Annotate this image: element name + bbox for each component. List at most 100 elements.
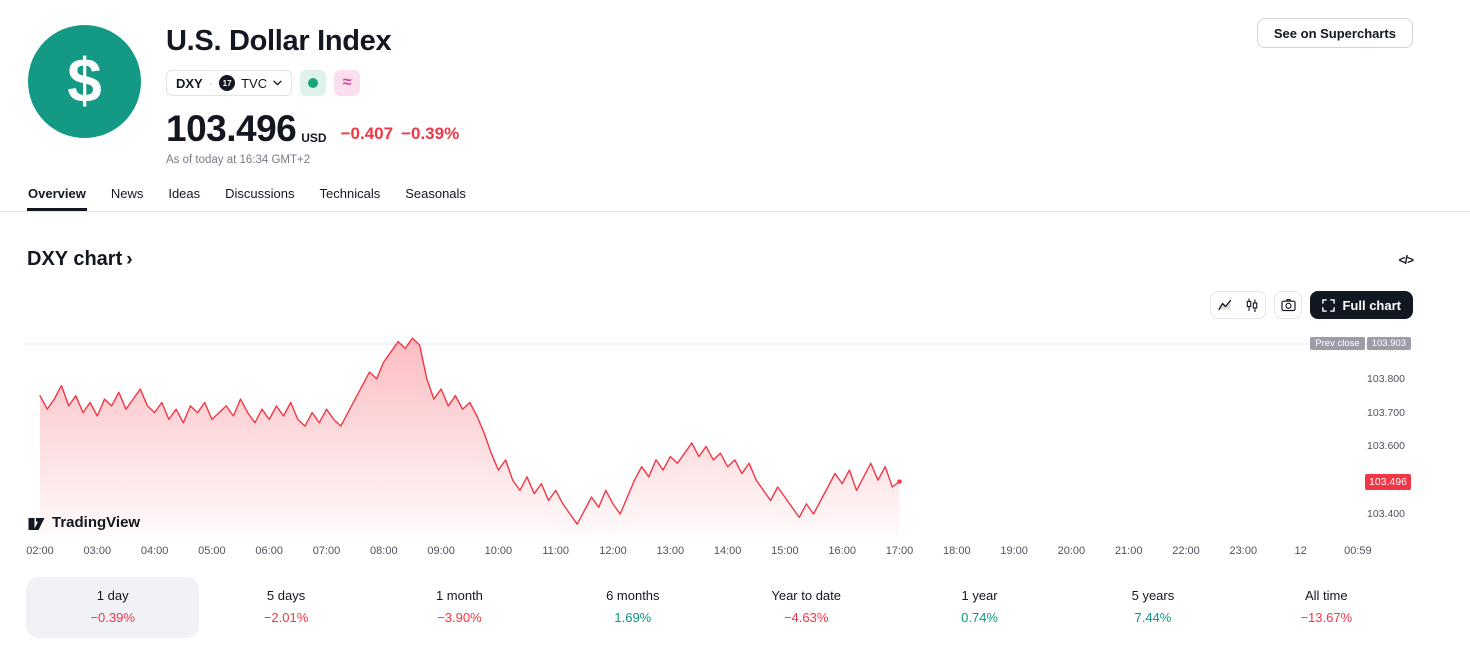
x-axis-label: 16:00 — [828, 545, 856, 557]
chart-heading: DXY chart — [27, 248, 123, 270]
symbol-switcher-chip[interactable]: DXY · 17 TVC — [166, 70, 293, 96]
y-axis-label: 103.800 — [1367, 372, 1405, 385]
range-button-year-to-date[interactable]: Year to date −4.63% — [720, 577, 893, 638]
chart-line — [39, 337, 901, 525]
full-chart-label: Full chart — [1342, 297, 1401, 313]
y-axis-label: 103.400 — [1367, 508, 1405, 520]
price-change: −0.407 −0.39% — [341, 124, 460, 147]
x-axis-label: 10:00 — [484, 545, 513, 557]
range-label: Year to date — [771, 588, 841, 603]
x-axis-label: 07:00 — [312, 545, 341, 557]
x-axis-label: 22:00 — [1172, 545, 1200, 557]
snapshot-button[interactable] — [1274, 291, 1303, 319]
header-main: U.S. Dollar Index DXY · 17 TVC ≈ 103.496… — [166, 25, 1257, 166]
symbol-header: $ U.S. Dollar Index DXY · 17 TVC ≈ 103.4… — [0, 0, 1470, 166]
range-button-1-month[interactable]: 1 month −3.90% — [373, 577, 546, 638]
range-label: All time — [1305, 588, 1348, 603]
page-title: U.S. Dollar Index — [166, 25, 392, 57]
camera-icon — [1281, 299, 1296, 312]
tab-discussions[interactable]: Discussions — [225, 186, 295, 201]
range-label: 5 days — [266, 588, 306, 603]
range-button-5-days[interactable]: 5 days −2.01% — [199, 577, 372, 638]
range-button-6-months[interactable]: 6 months 1.69% — [546, 577, 719, 638]
tradingview-watermark: TradingView — [27, 513, 140, 532]
currency-label: USD — [301, 131, 327, 145]
exchange-code: TVC — [241, 75, 268, 91]
tradingview-logo-icon — [28, 518, 45, 530]
as-of-timestamp: As of today at 16:34 GMT+2 — [166, 154, 311, 166]
area-chart-type-button[interactable] — [1211, 292, 1239, 318]
price-chart[interactable]: 103.800 103.700 103.600 103.400 Prev close … — [0, 333, 1470, 561]
change-percent: −0.39% — [401, 124, 460, 143]
price-row: 103.496 USD −0.407 −0.39% — [166, 110, 1257, 147]
chart-type-segmented-control — [1210, 291, 1267, 319]
chevron-down-icon — [273, 80, 282, 86]
watermark-text: TradingView — [52, 514, 141, 531]
last-price: 103.496 — [166, 108, 297, 149]
symbol-tabs: Overview News Ideas Discussions Technica… — [0, 186, 1470, 212]
chart-heading-link[interactable]: DXY chart › — [27, 248, 133, 271]
range-change: −4.63% — [783, 610, 829, 625]
x-axis-label: 04:00 — [140, 545, 169, 557]
range-label: 5 years — [1131, 588, 1175, 603]
date-range-row: 1 day −0.39% 5 days −2.01% 1 month −3.90… — [26, 577, 1413, 638]
range-label: 1 year — [961, 588, 998, 603]
similar-symbols-chip[interactable]: ≈ — [334, 70, 361, 96]
chart-section-head: DXY chart › </> — [27, 248, 1414, 271]
chart-toolbar: Full chart — [0, 291, 1413, 319]
x-axis-label: 02:00 — [26, 545, 54, 557]
x-axis-label: 12 — [1294, 545, 1307, 557]
symbol-logo: $ — [28, 25, 141, 138]
tradingview-mini-logo-icon: 17 — [219, 75, 236, 91]
y-axis-label: 103.600 — [1367, 440, 1405, 453]
range-button-all-time[interactable]: All time −13.67% — [1240, 577, 1413, 638]
range-change: −3.90% — [437, 610, 482, 625]
range-change: −13.67% — [1300, 610, 1353, 625]
tab-technicals[interactable]: Technicals — [319, 186, 381, 201]
tab-ideas[interactable]: Ideas — [168, 186, 201, 201]
prev-close-tag: Prev close 103.903 — [1310, 337, 1411, 350]
range-change: 1.69% — [614, 610, 652, 625]
separator-dot: · — [208, 75, 214, 91]
x-axis-label: 06:00 — [255, 545, 283, 557]
candles-chart-type-button[interactable] — [1238, 292, 1266, 318]
x-axis-label: 09:00 — [427, 545, 455, 557]
x-axis-label: 13:00 — [656, 545, 685, 557]
chart-area — [40, 338, 900, 538]
x-axis-label: 21:00 — [1114, 545, 1143, 557]
area-chart-icon — [1218, 299, 1232, 311]
tab-overview[interactable]: Overview — [27, 186, 87, 211]
last-price-tag: 103.496 — [1365, 473, 1411, 490]
range-button-5-years[interactable]: 5 years 7.44% — [1066, 577, 1239, 638]
tab-news[interactable]: News — [110, 186, 144, 201]
y-axis-label: 103.700 — [1367, 406, 1405, 419]
last-price-dot — [897, 479, 902, 484]
tab-seasonals[interactable]: Seasonals — [405, 186, 466, 201]
market-open-dot-icon — [308, 78, 319, 88]
range-label: 1 month — [435, 588, 483, 603]
chip-row: DXY · 17 TVC ≈ — [166, 70, 1257, 96]
dollar-glyph: $ — [67, 47, 102, 116]
change-absolute: −0.407 — [340, 124, 394, 143]
range-button-1-year[interactable]: 1 year 0.74% — [893, 577, 1066, 638]
range-label: 1 day — [96, 588, 129, 603]
x-axis-label: 11:00 — [542, 545, 570, 557]
range-change: −0.39% — [90, 610, 135, 625]
see-on-supercharts-button[interactable]: See on Supercharts — [1256, 18, 1413, 48]
x-axis-label: 03:00 — [83, 545, 112, 557]
full-chart-button[interactable]: Full chart — [1310, 291, 1413, 319]
prev-close-value: 103.903 — [1366, 337, 1411, 350]
market-status-chip[interactable] — [300, 70, 327, 96]
chart-canvas[interactable] — [0, 333, 1470, 543]
candlestick-icon — [1246, 298, 1258, 312]
range-change: 7.44% — [1134, 610, 1172, 625]
fullscreen-frame-icon — [1322, 298, 1336, 312]
range-button-1-day[interactable]: 1 day −0.39% — [26, 577, 200, 638]
prev-close-label: Prev close — [1310, 337, 1365, 350]
x-axis-label: 17:00 — [885, 545, 914, 557]
range-change: −2.01% — [263, 610, 309, 625]
approx-icon: ≈ — [342, 74, 352, 91]
x-axis-label: 08:00 — [370, 545, 398, 557]
embed-code-icon[interactable]: </> — [1398, 252, 1414, 267]
x-axis-label: 15:00 — [771, 545, 799, 557]
